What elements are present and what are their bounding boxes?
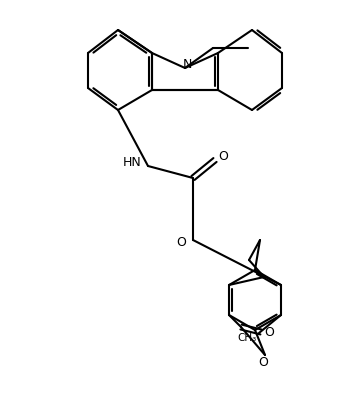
Text: O: O — [264, 326, 274, 339]
Text: O: O — [218, 149, 228, 162]
Text: CH₃: CH₃ — [237, 333, 256, 343]
Text: HN: HN — [122, 155, 141, 169]
Text: O: O — [258, 357, 268, 370]
Text: N: N — [182, 58, 192, 71]
Text: O: O — [176, 235, 186, 248]
